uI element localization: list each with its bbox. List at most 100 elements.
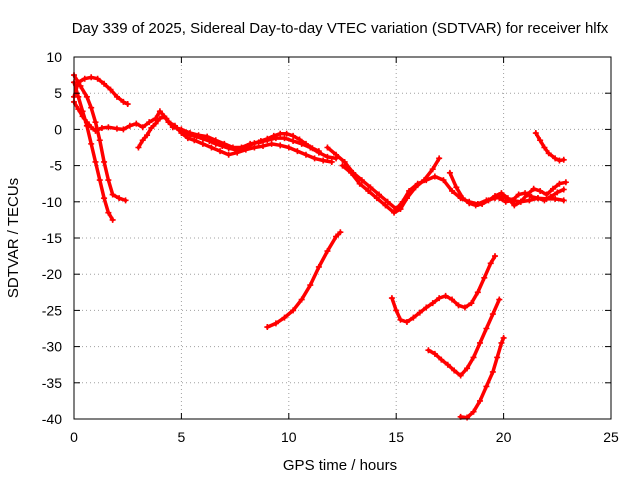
data-point <box>393 307 400 314</box>
series-arc-11 <box>532 130 567 164</box>
series-trace <box>534 131 566 163</box>
data-point <box>492 193 499 200</box>
series-arc-1 <box>71 72 129 204</box>
data-point <box>311 155 318 162</box>
data-point <box>333 151 340 158</box>
y-tick-label: -35 <box>42 375 62 391</box>
x-tick-label: 0 <box>70 429 78 445</box>
data-point <box>492 253 499 260</box>
series-trace <box>265 230 343 329</box>
data-point <box>412 184 419 191</box>
data-point <box>92 127 99 134</box>
series-trace <box>72 80 115 222</box>
data-point <box>105 177 112 184</box>
data-point <box>552 155 559 162</box>
data-point <box>88 140 95 147</box>
data-point <box>270 132 277 139</box>
data-point <box>560 186 567 193</box>
data-point <box>457 372 464 379</box>
data-point <box>232 146 239 153</box>
y-tick-label: -20 <box>42 266 62 282</box>
data-point <box>522 190 529 197</box>
data-point <box>537 187 544 194</box>
data-point <box>217 148 224 155</box>
data-point <box>543 191 550 198</box>
data-point <box>461 304 468 311</box>
data-point <box>92 119 99 126</box>
data-point <box>446 169 453 176</box>
series-arc-6 <box>167 120 322 155</box>
data-point <box>324 153 331 160</box>
data-point <box>449 296 456 303</box>
data-point <box>382 202 389 209</box>
data-point <box>466 200 473 207</box>
data-point <box>88 124 95 131</box>
series-arc-9 <box>446 169 569 209</box>
y-tick-label: 10 <box>46 49 62 65</box>
data-point <box>101 80 108 87</box>
data-point <box>339 162 346 169</box>
data-point <box>416 309 423 316</box>
data-point <box>277 142 284 149</box>
series-layer <box>71 72 569 421</box>
data-point <box>268 140 275 147</box>
data-point <box>212 140 219 147</box>
data-point <box>244 143 251 150</box>
data-point <box>333 233 340 240</box>
data-point <box>107 86 114 93</box>
data-point <box>277 130 284 137</box>
data-point <box>526 197 533 204</box>
data-point <box>509 197 516 204</box>
data-point <box>126 122 133 129</box>
data-point <box>101 195 108 202</box>
data-point <box>320 157 327 164</box>
data-point <box>403 195 410 202</box>
data-point <box>489 368 496 375</box>
data-point <box>309 145 316 152</box>
data-point <box>556 180 563 187</box>
data-point <box>324 144 331 151</box>
data-point <box>83 93 90 100</box>
data-point <box>498 339 505 346</box>
data-point <box>264 135 271 142</box>
data-point <box>496 296 503 303</box>
data-point <box>547 193 554 200</box>
data-point <box>260 143 267 150</box>
data-point <box>537 137 544 144</box>
data-point <box>315 148 322 155</box>
data-point <box>438 356 445 363</box>
grid-lines <box>74 57 611 419</box>
data-point <box>148 124 155 131</box>
data-point <box>324 248 331 255</box>
data-point <box>193 133 200 140</box>
tick-layer: 0 5 10 15 20 25 10 5 0 -5 -10 -15 -20 -25 -30 -35 -40 <box>42 49 619 445</box>
data-point <box>425 347 432 354</box>
data-point <box>191 137 198 144</box>
x-tick-label: 15 <box>388 429 404 445</box>
data-point <box>502 198 509 205</box>
data-point <box>470 408 477 415</box>
data-point <box>122 197 129 204</box>
data-point <box>180 128 187 135</box>
data-point <box>124 101 131 108</box>
data-point <box>545 150 552 157</box>
data-point <box>83 119 90 126</box>
data-point <box>479 200 486 207</box>
series-trace <box>72 75 130 106</box>
data-point <box>429 166 436 173</box>
data-point <box>391 209 398 216</box>
data-point <box>186 132 193 139</box>
data-point <box>449 187 456 194</box>
data-point <box>272 320 279 327</box>
data-point <box>474 289 481 296</box>
data-point <box>560 156 567 163</box>
data-point <box>238 145 245 152</box>
data-point <box>541 197 548 204</box>
data-point <box>167 120 174 127</box>
y-axis-title: SDTVAR / TECUs <box>5 178 22 298</box>
data-point <box>144 132 151 139</box>
x-tick-label: 25 <box>603 429 619 445</box>
data-point <box>532 130 539 137</box>
data-point <box>116 195 123 202</box>
data-point <box>290 132 297 139</box>
